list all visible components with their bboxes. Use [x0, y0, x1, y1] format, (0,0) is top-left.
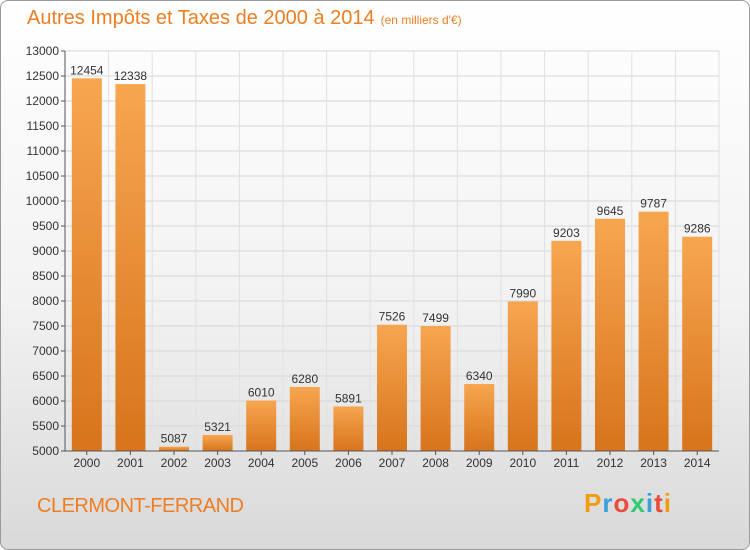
x-tick-label: 2008 [422, 456, 449, 470]
y-tick-label: 6000 [32, 394, 59, 408]
data-label: 6010 [248, 386, 275, 400]
x-tick-label: 2000 [73, 456, 100, 470]
data-label: 7526 [379, 310, 406, 324]
data-label: 5891 [335, 391, 362, 405]
y-tick-label: 7500 [32, 319, 59, 333]
x-tick-label: 2007 [379, 456, 406, 470]
bar-2010 [507, 301, 538, 451]
bar-2011 [551, 240, 582, 451]
bar-2000 [71, 78, 102, 452]
chart-subtitle: (en milliers d'€) [380, 13, 462, 27]
y-tick-label: 5500 [32, 419, 59, 433]
bar-2006 [333, 406, 364, 451]
bar-2008 [420, 326, 451, 451]
logo-letter: o [613, 488, 631, 518]
bar-2014 [682, 236, 713, 451]
city-name: CLERMONT-FERRAND [37, 495, 244, 517]
y-tick-label: 6500 [32, 369, 59, 383]
y-tick-label: 11500 [27, 119, 60, 133]
axes: 5000 5500 6000 6500 7000 7500 8000 8500 9000 9500… [26, 44, 719, 470]
data-label: 5321 [204, 420, 231, 434]
data-label: 7990 [509, 287, 536, 301]
bar-2007 [377, 324, 407, 451]
y-tick-label: 10000 [26, 194, 60, 208]
y-tick-label: 12500 [26, 69, 60, 83]
x-tick-label: 2001 [117, 456, 144, 470]
y-tick-label: 5000 [32, 444, 59, 458]
logo-letter: x [630, 488, 646, 518]
data-label: 9645 [597, 204, 624, 218]
data-label: 5087 [161, 432, 188, 446]
bar-2002 [159, 446, 189, 451]
bar-2003 [202, 434, 233, 451]
data-label: 12338 [114, 69, 148, 83]
data-label: 12454 [70, 63, 104, 77]
logo-letter: r [602, 488, 614, 518]
y-tick-label: 11000 [27, 144, 60, 158]
chart-title: Autres Impôts et Taxes de 2000 à 2014 (en… [27, 7, 462, 30]
logo-letter: i [663, 488, 672, 518]
x-tick-label: 2011 [553, 456, 579, 470]
y-tick-label: 12000 [26, 94, 60, 108]
x-tick-label: 2004 [248, 456, 275, 470]
y-tick-label: 13000 [26, 44, 60, 58]
y-tick-label: 8000 [32, 294, 59, 308]
x-tick-label: 2009 [466, 456, 493, 470]
logo-letter: i [645, 488, 655, 518]
bars: 12454 12338 5087 5321 6010 6280 5891 7526 7499 63… [70, 63, 713, 452]
x-tick-label: 2012 [597, 456, 624, 470]
bar-2001 [115, 84, 146, 451]
y-tick-label: 9500 [32, 219, 59, 233]
logo-letter: P [584, 488, 603, 518]
y-tick-label: 10500 [26, 169, 60, 183]
data-label: 7499 [422, 311, 449, 325]
bar-2013 [638, 211, 669, 451]
data-label: 6280 [291, 372, 318, 386]
x-tick-label: 2010 [509, 456, 536, 470]
data-label: 6340 [466, 369, 493, 383]
x-tick-label: 2003 [204, 456, 231, 470]
data-label: 9787 [640, 197, 667, 211]
bar-2005 [289, 387, 320, 451]
data-label: 9286 [684, 222, 711, 236]
x-tick-label: 2013 [640, 456, 667, 470]
data-label: 9203 [553, 226, 580, 240]
x-tick-label: 2014 [684, 456, 711, 470]
x-tick-label: 2005 [291, 456, 318, 470]
x-tick-label: 2002 [161, 456, 188, 470]
bar-2012 [595, 218, 625, 451]
chart-title-text: Autres Impôts et Taxes de 2000 à 2014 [27, 7, 375, 29]
logo-letter: t [654, 488, 664, 518]
y-tick-label: 8500 [32, 269, 59, 283]
y-tick-label: 9000 [32, 244, 59, 258]
bar-2004 [246, 400, 277, 451]
x-tick-label: 2006 [335, 456, 362, 470]
bar-2009 [464, 384, 495, 451]
y-tick-label: 7000 [32, 344, 59, 358]
proxiti-logo: Proxiti [584, 488, 672, 519]
